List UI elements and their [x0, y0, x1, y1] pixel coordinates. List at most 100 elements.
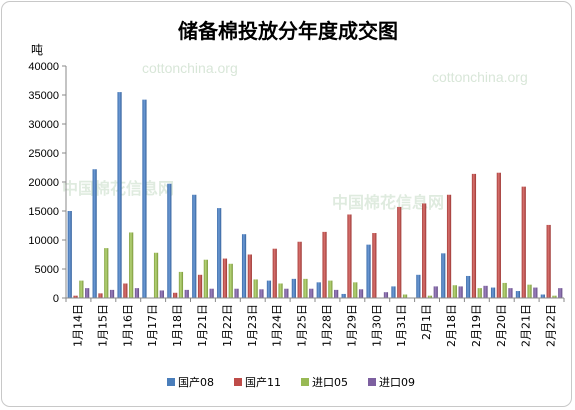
bar-国产08-1月28日 [316, 282, 321, 298]
bar-国产11-2月18日 [446, 194, 452, 298]
bar-国产08-2月22日 [540, 294, 545, 298]
bar-进口05-2月1日 [427, 295, 433, 298]
bar-进口05-1月18日 [178, 271, 184, 298]
bar-进口05-1月31日 [402, 294, 408, 298]
watermark-text: cottonchina.org [432, 69, 528, 85]
x-category-label: 1月16日 [121, 304, 134, 347]
bar-进口09-2月21日 [533, 287, 538, 298]
x-category-label: 2月22日 [545, 304, 558, 347]
x-category-label: 2月19日 [470, 304, 483, 347]
bar-进口05-2月22日 [552, 295, 557, 298]
watermark-text: cottonchina.org [142, 60, 238, 76]
bar-国产11-1月28日 [322, 231, 327, 298]
bar-进口09-1月29日 [358, 289, 364, 298]
legend-swatch [368, 378, 376, 386]
y-axis-tick-labels: 0 5000 10000 15000 20000 25000 30000 35000 40000 [28, 61, 66, 305]
bar-进口05-1月24日 [278, 283, 283, 298]
bar-chart: cottonchina.org cottonchina.org 中国棉花信息网 … [28, 19, 565, 389]
x-category-label: 1月22日 [221, 304, 234, 347]
bar-进口05-2月21日 [527, 284, 532, 298]
bar-国产11-1月31日 [397, 206, 402, 298]
bar-进口09-1月30日 [383, 292, 389, 298]
bar-国产11-1月30日 [372, 233, 377, 298]
bar-国产11-2月1日 [422, 203, 427, 298]
bar-进口09-2月1日 [433, 286, 438, 298]
chart-title: 储备棉投放分年度成交图 [178, 19, 398, 43]
bar-进口09-1月28日 [334, 289, 339, 298]
bar-国产11-2月20日 [496, 172, 501, 298]
bar-进口09-1月25日 [309, 288, 314, 298]
bar-国产08-1月23日 [241, 234, 247, 298]
bar-国产08-2月20日 [490, 287, 496, 298]
x-category-label: 1月31日 [395, 304, 408, 347]
bar-进口05-2月18日 [452, 285, 457, 298]
bar-进口05-1月16日 [129, 232, 134, 298]
bar-国产08-2月1日 [416, 274, 421, 298]
bar-进口09-2月20日 [508, 288, 513, 298]
bar-国产08-1月18日 [167, 183, 172, 298]
x-category-label: 1月25日 [296, 304, 309, 347]
bar-国产08-1月25日 [291, 278, 296, 298]
x-category-label: 1月15日 [96, 304, 109, 347]
x-category-label: 2月20日 [495, 304, 508, 347]
bar-国产08-1月22日 [217, 208, 222, 298]
x-category-label: 2月1日 [420, 304, 433, 340]
x-category-label: 1月29日 [345, 304, 358, 347]
bar-国产08-1月21日 [192, 194, 197, 298]
watermark-text: 中国棉花信息网 [332, 193, 444, 212]
bar-进口05-1月17日 [153, 252, 159, 298]
legend-swatch [167, 378, 175, 386]
bar-国产08-1月24日 [266, 280, 272, 298]
bar-国产08-1月15日 [92, 169, 97, 298]
y-tick-label: 0 [53, 293, 59, 305]
x-category-label: 2月21日 [520, 304, 533, 347]
x-category-label: 1月18日 [171, 304, 184, 347]
bar-国产08-2月21日 [515, 291, 521, 298]
bar-国产08-1月30日 [366, 244, 371, 298]
x-axis-category-labels: 1月14日 1月15日 1月16日 1月17日 1月18日 1月21日 1月22日 1月23日… [65, 298, 565, 347]
bar-国产11-1月29日 [347, 214, 352, 298]
y-tick-label: 35000 [28, 90, 59, 102]
bar-国产11-1月21日 [197, 274, 203, 298]
bar-进口09-2月22日 [558, 288, 563, 298]
bar-进口09-1月23日 [259, 289, 264, 298]
bar-进口09-2月19日 [483, 285, 488, 298]
y-tick-label: 10000 [28, 235, 59, 247]
bar-国产08-2月19日 [466, 275, 471, 298]
bar-国产11-1月23日 [247, 254, 252, 298]
bar-进口09-1月21日 [209, 288, 214, 298]
bar-国产11-1月15日 [98, 293, 103, 298]
bar-进口05-1月25日 [303, 278, 308, 298]
x-category-label: 1月24日 [271, 304, 284, 347]
bar-国产11-2月19日 [471, 173, 477, 298]
bar-进口09-1月15日 [109, 289, 115, 298]
bar-进口09-1月22日 [234, 288, 239, 298]
y-tick-label: 25000 [28, 148, 59, 160]
bar-国产08-2月18日 [441, 253, 446, 298]
bar-进口09-1月14日 [85, 288, 90, 298]
bar-进口05-1月21日 [203, 259, 208, 298]
legend-label: 国产11 [245, 375, 281, 389]
x-category-label: 2月18日 [445, 304, 458, 347]
x-category-label: 1月23日 [246, 304, 259, 347]
x-category-label: 1月14日 [71, 304, 84, 347]
bar-进口05-1月28日 [328, 280, 333, 298]
bar-国产11-1月18日 [173, 292, 178, 298]
bar-进口05-2月19日 [477, 288, 482, 298]
y-tick-label: 20000 [28, 177, 59, 189]
legend-label: 国产08 [178, 375, 214, 389]
bar-进口09-1月18日 [184, 289, 189, 298]
y-tick-label: 30000 [28, 119, 59, 131]
bar-进口05-1月14日 [79, 280, 84, 298]
y-tick-label: 40000 [28, 61, 59, 73]
bar-国产08-1月17日 [142, 99, 147, 298]
bar-进口09-1月24日 [284, 288, 289, 298]
y-tick-label: 5000 [35, 264, 59, 276]
bar-国产08-1月29日 [341, 293, 346, 298]
bar-国产11-1月16日 [123, 283, 128, 298]
x-category-label: 1月17日 [146, 304, 159, 347]
bar-进口05-1月23日 [253, 279, 258, 298]
bar-国产11-1月14日 [73, 295, 78, 298]
bar-进口05-1月29日 [353, 282, 358, 298]
